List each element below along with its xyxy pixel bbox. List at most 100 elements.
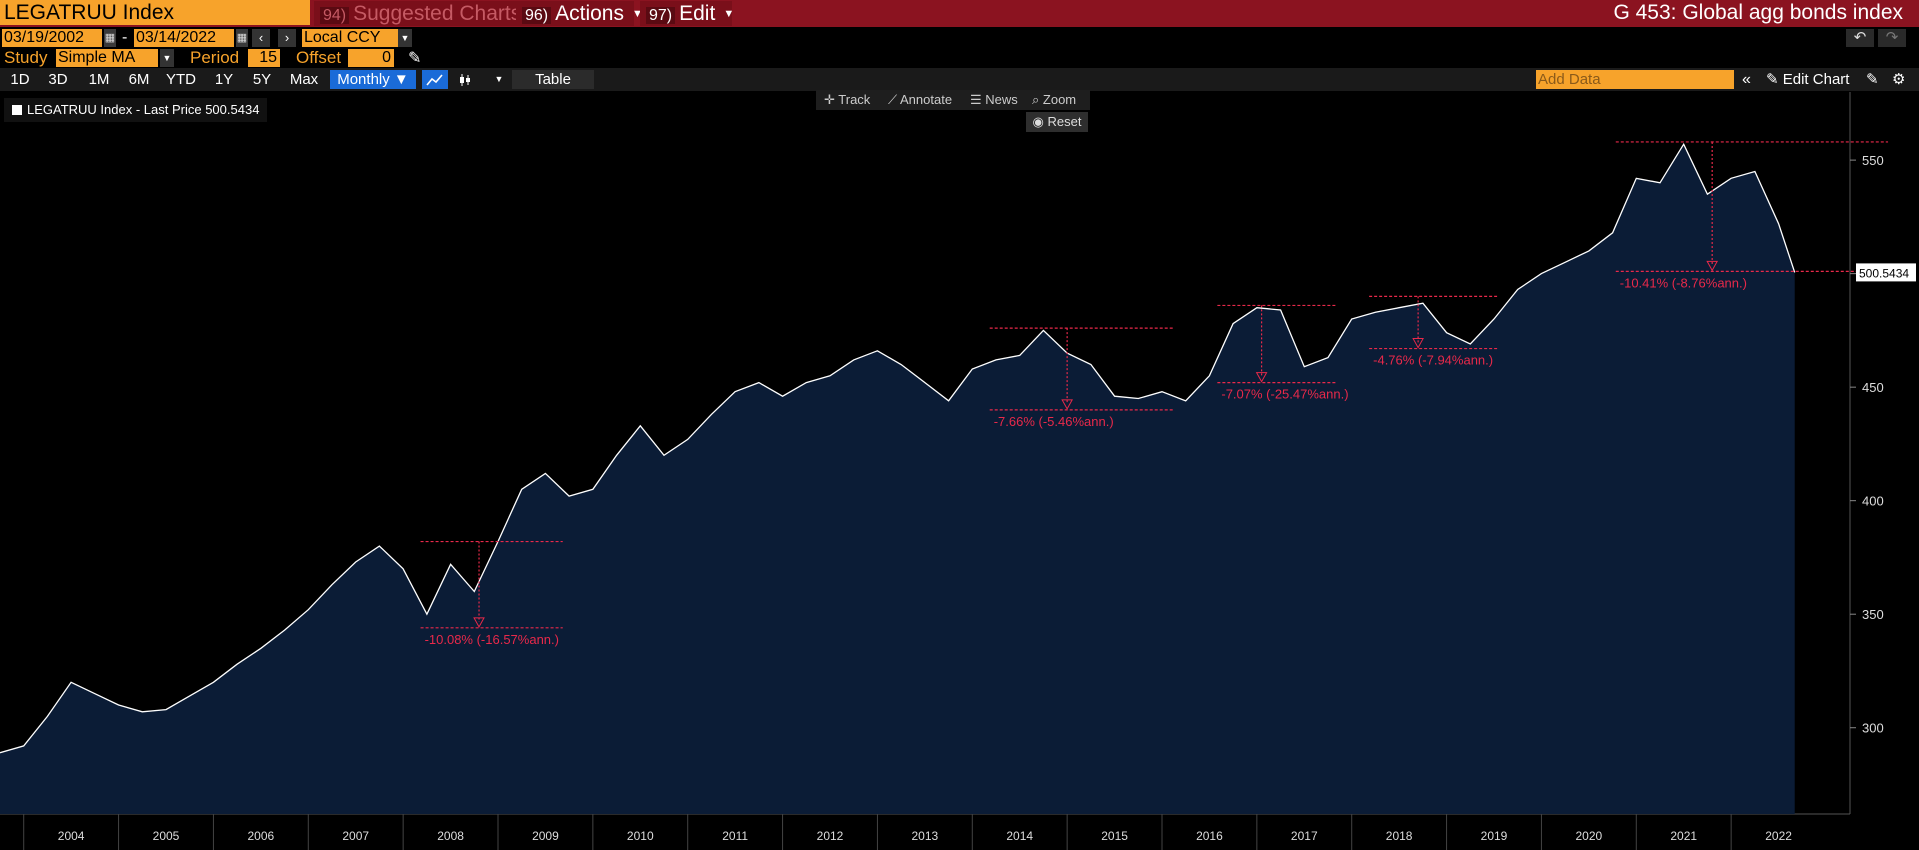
timeframe-max[interactable]: Max: [289, 71, 319, 88]
timeframe-1d[interactable]: 1D: [10, 71, 30, 88]
y-tick-label: 450: [1862, 380, 1884, 395]
x-tick-label: 2008: [437, 829, 464, 843]
drawdown-label: -10.41% (-8.76%ann.): [1620, 275, 1747, 290]
timeframe-5y[interactable]: 5Y: [252, 71, 272, 88]
timeframe-1m[interactable]: 1M: [88, 71, 110, 88]
chevron-right-icon[interactable]: ›: [278, 29, 296, 47]
x-tick-label: 2013: [912, 829, 939, 843]
add-data-input[interactable]: Add Data: [1536, 70, 1734, 89]
page-title: G 453: Global agg bonds index: [1613, 1, 1903, 24]
x-tick-label: 2021: [1670, 829, 1697, 843]
timeframe-3d[interactable]: 3D: [48, 71, 68, 88]
chevron-down-icon: ▼: [632, 7, 643, 20]
date-separator: -: [122, 29, 128, 46]
undo-icon[interactable]: ↶: [1846, 29, 1874, 47]
x-tick-label: 2005: [153, 829, 180, 843]
x-tick-label: 2019: [1481, 829, 1508, 843]
table-tab[interactable]: Table: [512, 70, 594, 89]
frequency-select[interactable]: Monthly ▼: [330, 70, 416, 89]
x-tick-label: 2011: [722, 829, 748, 843]
legend-text: LEGATRUU Index - Last Price 500.5434: [27, 102, 260, 117]
ticker-input[interactable]: LEGATRUU Index: [0, 0, 310, 25]
menu-number: 94): [320, 7, 350, 24]
suggested-charts-menu[interactable]: 94) Suggested Charts: [314, 1, 528, 26]
period-field[interactable]: 15: [248, 49, 280, 67]
title-bar: LEGATRUU Index 94) Suggested Charts 96) Ac…: [0, 0, 1919, 27]
start-date-field[interactable]: 03/19/2002: [2, 29, 102, 47]
reset-button[interactable]: ◉ Reset: [1026, 112, 1088, 132]
offset-field[interactable]: 0: [348, 49, 394, 67]
x-tick-label: 2009: [532, 829, 559, 843]
annotate-tool[interactable]: ⟋ Annotate: [888, 90, 952, 110]
y-tick-label: 550: [1862, 153, 1884, 168]
x-tick-label: 2006: [248, 829, 275, 843]
x-tick-label: 2017: [1291, 829, 1318, 843]
radio-icon: ◉: [1032, 114, 1048, 129]
y-tick-label: 350: [1862, 607, 1884, 622]
study-select[interactable]: Simple MA: [56, 49, 158, 67]
news-tool[interactable]: ☰ News: [970, 90, 1018, 110]
x-tick-label: 2020: [1576, 829, 1603, 843]
menu-label: Actions: [555, 2, 624, 25]
edit-menu[interactable]: 97) Edit ▼: [640, 1, 735, 26]
x-tick-label: 2007: [342, 829, 369, 843]
x-tick-label: 2014: [1006, 829, 1033, 843]
calendar-icon[interactable]: ▦: [104, 29, 116, 47]
currency-select[interactable]: Local CCY: [302, 29, 398, 47]
candlestick-icon[interactable]: [452, 70, 478, 89]
line-chart-icon[interactable]: [422, 70, 448, 89]
actions-menu[interactable]: 96) Actions ▼: [516, 1, 643, 26]
drawdown-arrow-head: [1255, 372, 1268, 383]
series-line: [0, 142, 1796, 754]
y-tick-label: 300: [1862, 721, 1884, 736]
x-tick-label: 2016: [1196, 829, 1223, 843]
track-tool[interactable]: ✛ Track: [824, 90, 870, 110]
chevron-down-icon[interactable]: ▼: [494, 74, 504, 84]
chevron-left-icon[interactable]: ‹: [252, 29, 270, 47]
edit-chart-label: Edit Chart: [1782, 71, 1850, 88]
menu-label: Suggested Charts: [353, 2, 522, 25]
magnifier-icon: ⌕: [1032, 92, 1043, 107]
pencil-icon[interactable]: ✎: [408, 50, 422, 67]
timeframe-6m[interactable]: 6M: [128, 71, 150, 88]
timeframe-ytd[interactable]: YTD: [166, 71, 196, 88]
x-tick-label: 2004: [58, 829, 85, 843]
drawdown-arrow-head: [473, 617, 485, 628]
chevron-down-icon[interactable]: ▼: [160, 49, 174, 67]
period-label: Period: [190, 48, 240, 67]
x-tick-label: 2012: [817, 829, 844, 843]
series-area: [0, 144, 1795, 814]
news-icon: ☰: [970, 92, 986, 107]
price-chart: 5505004504003503002004200520062007200820…: [0, 92, 1916, 850]
reset-label: Reset: [1047, 114, 1082, 129]
collapse-icon[interactable]: «: [1742, 71, 1751, 88]
last-price-tag: [1856, 263, 1916, 282]
annotate-icon: ⟋: [888, 92, 900, 107]
menu-number: 96): [522, 7, 552, 24]
track-label: Track: [838, 92, 871, 107]
y-tick-label: 400: [1862, 494, 1884, 509]
drawdown-arrow-head: [1706, 260, 1719, 272]
redo-icon[interactable]: ↷: [1878, 29, 1906, 47]
x-tick-label: 2022: [1765, 829, 1792, 843]
chevron-down-icon: ▼: [723, 7, 735, 20]
chart-toolbar: 1D 3D 1M 6M YTD 1Y 5Y Max Monthly ▼ ▼ Ta…: [0, 68, 1919, 91]
drawdown-arrow-head: [1412, 338, 1424, 349]
chevron-down-icon[interactable]: ▼: [398, 29, 412, 47]
drawdown-arrow-head: [1061, 399, 1073, 410]
edit-icon[interactable]: ✎: [1866, 71, 1879, 88]
chart-legend: LEGATRUU Index - Last Price 500.5434: [4, 98, 268, 122]
calendar-icon[interactable]: ▦: [236, 29, 248, 47]
menu-number: 97): [646, 7, 676, 24]
x-tick-label: 2010: [627, 829, 654, 843]
timeframe-1y[interactable]: 1Y: [214, 71, 234, 88]
edit-chart-button[interactable]: ✎ Edit Chart: [1766, 70, 1849, 89]
last-price-label: 500.5434: [1859, 266, 1909, 280]
zoom-tool[interactable]: ⌕ Zoom: [1032, 90, 1076, 110]
offset-label: Offset: [296, 48, 342, 67]
crosshair-icon: ✛: [824, 92, 839, 107]
gear-icon[interactable]: ⚙: [1892, 71, 1906, 88]
end-date-field[interactable]: 03/14/2022: [134, 29, 234, 47]
x-tick-label: 2015: [1101, 829, 1128, 843]
